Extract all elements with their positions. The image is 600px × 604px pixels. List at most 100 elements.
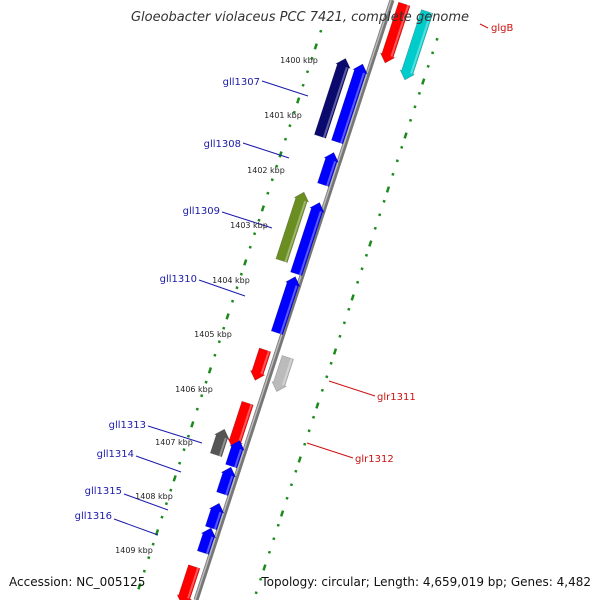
- tick-mark: [320, 388, 324, 392]
- tick-mark: [285, 496, 289, 500]
- tick-mark: [413, 105, 417, 109]
- tick-mark: [301, 83, 305, 87]
- gene-glgB-neighbor-shade: [410, 12, 432, 74]
- tick-mark: [257, 218, 261, 222]
- tick-mark: [190, 421, 195, 428]
- tick-mark: [385, 186, 391, 193]
- tick-mark: [332, 348, 338, 355]
- gene-gll1308: [317, 152, 339, 188]
- tick-mark: [310, 56, 314, 60]
- leader-line: [479, 23, 489, 29]
- tick-mark: [368, 240, 373, 247]
- backbone: [193, 0, 395, 601]
- kbp-label: 1400 kbp: [280, 56, 318, 65]
- gene-gll1310-shade: [279, 285, 298, 335]
- tick-mark: [266, 191, 270, 195]
- tick-mark: [342, 321, 346, 325]
- gene-gll1316: [196, 527, 217, 555]
- leader-line: [261, 80, 309, 97]
- tick-mark: [147, 556, 151, 560]
- gene-gll1313-shade: [218, 437, 227, 457]
- tick-mark: [360, 267, 364, 271]
- tick-mark: [421, 78, 426, 85]
- leader-line: [221, 211, 273, 229]
- accession-text: Accession: NC_005125: [9, 575, 146, 589]
- tick-mark: [137, 583, 142, 590]
- gene-label: gll1313: [109, 420, 146, 431]
- tick-mark: [239, 272, 243, 276]
- tick-mark: [315, 402, 320, 409]
- gene-gll1313-b: [225, 440, 245, 469]
- tick-mark: [378, 213, 382, 217]
- tick-mark: [395, 159, 399, 163]
- gene-glgB: [379, 1, 411, 64]
- gene-labels: glgB gll1307 gll1308 gll1309 gll1310 glr1311 g…: [75, 23, 514, 522]
- tick-mark: [172, 475, 177, 482]
- tick-mark: [262, 564, 267, 571]
- kbp-label: 1406 kbp: [175, 385, 213, 394]
- gene-gll1315: [204, 502, 225, 531]
- gene-gll1309-shade: [284, 200, 307, 263]
- gene-label: glr1312: [355, 454, 394, 465]
- gene-gll1307-b: [331, 63, 368, 145]
- gene-gll1316-shade: [205, 536, 214, 555]
- tick-mark: [217, 340, 221, 344]
- tick-mark: [142, 569, 146, 573]
- gene-glr1311: [249, 347, 272, 381]
- tick-mark: [276, 523, 280, 527]
- tick-mark: [231, 299, 235, 303]
- leader-line: [147, 425, 203, 444]
- label-leaders: [113, 23, 489, 536]
- kbp-label: 1402 kbp: [247, 166, 285, 175]
- tick-mark: [307, 429, 311, 433]
- tick-mark: [338, 334, 342, 338]
- tick-mark: [426, 64, 430, 68]
- tick-mark: [222, 326, 226, 330]
- gene-gll1309: [275, 191, 310, 263]
- gene-gll1307: [313, 58, 351, 139]
- kbp-label: 1401 kbp: [264, 111, 302, 120]
- gene-glgB-neighbor: [399, 9, 434, 81]
- tick-mark: [254, 591, 258, 595]
- gene-gll1313-b-shade: [234, 449, 242, 468]
- gene-glr1311-gray-shade: [282, 358, 293, 386]
- tick-mark: [283, 137, 288, 141]
- tick-mark: [204, 380, 208, 384]
- leader-line: [123, 493, 169, 511]
- tick-mark: [270, 178, 274, 182]
- gene-label: glr1311: [377, 392, 416, 403]
- tick-mark: [311, 415, 316, 419]
- tick-mark: [164, 502, 168, 506]
- tick-mark: [279, 510, 285, 517]
- tick-mark: [417, 91, 421, 95]
- tick-marks: [137, 29, 439, 595]
- tick-mark: [431, 51, 435, 55]
- tick-mark: [356, 280, 360, 284]
- gene-gll1313: [209, 428, 230, 458]
- gene-gll1315-shade: [213, 511, 222, 530]
- gene-gll1309-b-shade: [299, 211, 322, 276]
- gene-glr1311-gray: [271, 355, 294, 392]
- kbp-labels: 1400 kbp 1401 kbp 1402 kbp 1403 kbp 1404 kbp…: [115, 56, 318, 555]
- tick-mark: [207, 367, 213, 374]
- tick-mark: [347, 307, 351, 311]
- tick-mark: [272, 537, 276, 541]
- gene-features: [176, 1, 434, 604]
- tick-mark: [325, 375, 329, 379]
- leader-line: [135, 455, 182, 473]
- gene-gll1309-b: [290, 202, 325, 277]
- tick-mark: [248, 245, 252, 249]
- gene-glr1312-shade: [238, 404, 253, 443]
- map-title: Gloeobacter violaceus PCC 7421, complete…: [130, 10, 470, 25]
- tick-mark: [260, 205, 266, 212]
- gene-label: gll1307: [223, 77, 260, 88]
- tick-mark: [403, 132, 408, 139]
- tick-mark: [253, 232, 257, 236]
- gene-label: gll1309: [183, 206, 220, 217]
- tick-mark: [305, 70, 310, 74]
- tick-mark: [289, 483, 294, 487]
- tick-mark: [243, 259, 248, 266]
- tick-mark: [200, 394, 204, 398]
